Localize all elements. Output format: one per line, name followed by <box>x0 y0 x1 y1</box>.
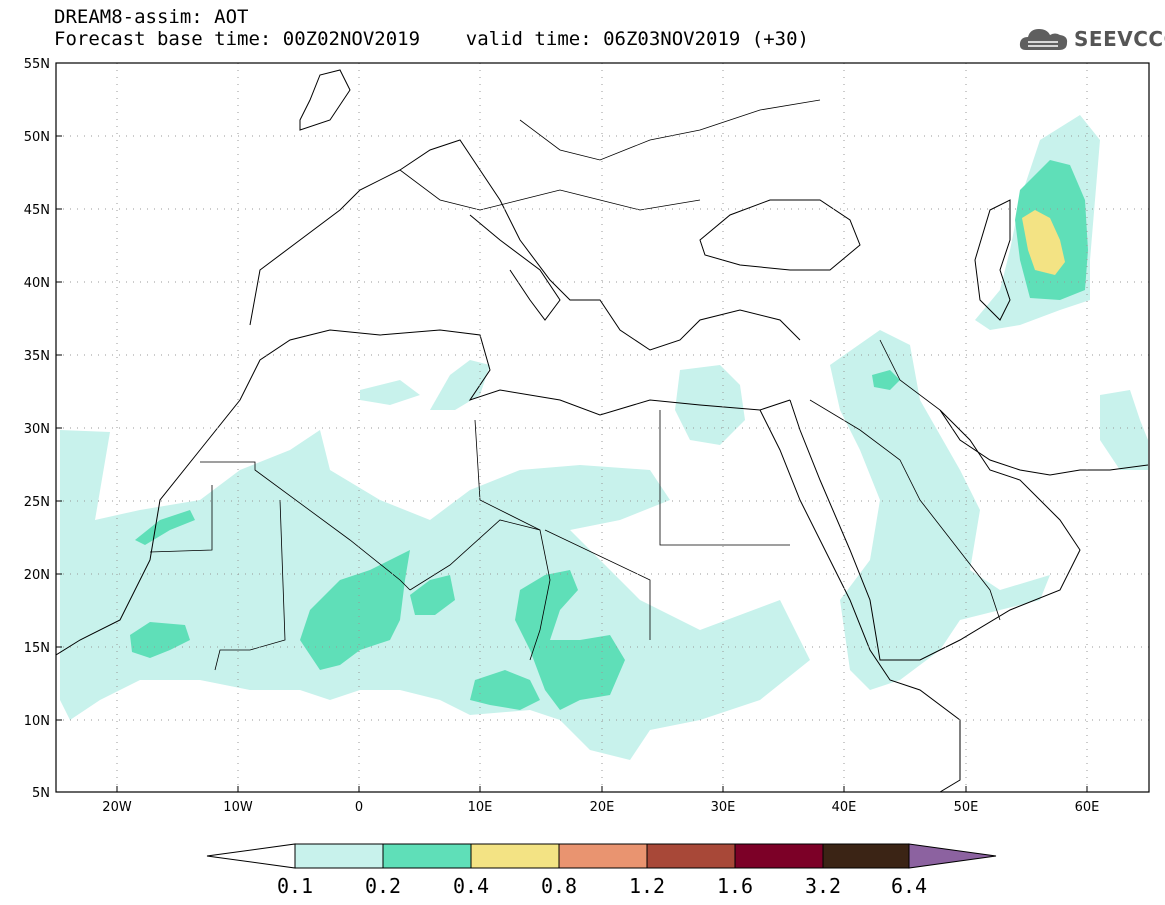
aot-field-egypt <box>675 365 745 445</box>
logo-text: SEEVCCC <box>1074 27 1165 51</box>
aot-field-iraq <box>872 370 900 390</box>
lon-label: 20W <box>102 800 132 815</box>
colorbar-label: 1.2 <box>629 874 665 898</box>
lat-labels: 55N 50N 45N 40N 35N 30N 25N 20N 15N 10N … <box>24 57 50 801</box>
aot-field-nigeria <box>470 670 540 710</box>
map-header: DREAM8-assim: AOT Forecast base time: 00… <box>54 6 809 50</box>
colorbar-swatch <box>646 843 736 869</box>
coastline-africa <box>56 329 791 656</box>
aot-field-tunisia <box>430 360 490 410</box>
lon-label: 0 <box>355 800 363 815</box>
lon-label: 10E <box>468 800 493 815</box>
border-chad-sudan <box>544 529 651 640</box>
coastline-persian-gulf <box>939 409 1149 476</box>
lon-label: 50E <box>954 800 979 815</box>
lat-label: 30N <box>24 422 50 437</box>
colorbar-swatch <box>822 843 910 869</box>
aot-field-western-sahara <box>135 510 195 545</box>
aot-field-senegal <box>130 622 190 658</box>
lon-label: 40E <box>832 800 857 815</box>
colorbar-label: 0.1 <box>277 874 313 898</box>
colorbar <box>206 843 997 869</box>
lat-label: 15N <box>24 641 50 656</box>
aot-field-niger-east <box>410 575 455 615</box>
colorbar-swatch <box>294 843 384 869</box>
lon-label: 10W <box>223 800 253 815</box>
colorbar-label: 0.4 <box>453 874 489 898</box>
aot-field-arabia <box>830 330 1050 690</box>
colorbar-label: 3.2 <box>805 874 841 898</box>
seevccc-logo: SEEVCCC <box>1018 22 1165 56</box>
border-europe-2 <box>519 99 821 161</box>
lat-label: 20N <box>24 568 50 583</box>
colorbar-label: 6.4 <box>891 874 927 898</box>
coastline-italy <box>469 214 561 321</box>
border-saudi <box>809 399 1001 621</box>
lon-label: 30E <box>711 800 736 815</box>
lat-label: 35N <box>24 349 50 364</box>
border-sahara-1 <box>200 461 411 591</box>
colorbar-label: 0.8 <box>541 874 577 898</box>
coastline-britain <box>299 69 351 131</box>
border-egypt-sudan <box>659 410 790 546</box>
aot-field-mali-niger <box>300 550 410 670</box>
aot-field-ustyurt <box>1022 210 1065 275</box>
axis-ticks <box>56 62 1088 793</box>
lat-label: 40N <box>24 276 50 291</box>
colorbar-labels: 0.1 0.2 0.4 0.8 1.2 1.6 3.2 6.4 <box>277 874 927 898</box>
lat-label: 55N <box>24 57 50 72</box>
lat-label: 10N <box>24 714 50 729</box>
map-subtitle: Forecast base time: 00Z02NOV2019 valid t… <box>54 28 809 50</box>
colorbar-swatch <box>470 843 560 869</box>
colorbar-high-triangle <box>908 843 997 869</box>
lon-label: 20E <box>590 800 615 815</box>
border-mali <box>214 499 286 671</box>
border-sahara-2 <box>149 485 213 553</box>
lat-label: 45N <box>24 203 50 218</box>
coastline-caspian <box>974 199 1011 321</box>
aot-field-iran <box>1100 390 1148 470</box>
aot-field-algeria <box>360 380 420 405</box>
coastline-europe <box>249 139 801 351</box>
cloud-icon <box>1019 29 1068 50</box>
border-iraq-iran <box>879 339 941 411</box>
coastlines <box>56 69 1149 792</box>
borders <box>149 99 1001 671</box>
border-europe-1 <box>399 169 701 211</box>
lon-labels: 20W 10W 0 10E 20E 30E 40E 50E 60E <box>102 800 1099 815</box>
coastline-black-sea <box>699 199 861 271</box>
coastline-arabia <box>789 399 1081 661</box>
coastline-red-sea-west <box>759 409 961 792</box>
colorbar-swatch <box>382 843 472 869</box>
lat-label: 5N <box>32 786 50 801</box>
lat-label: 50N <box>24 130 50 145</box>
lat-label: 25N <box>24 495 50 510</box>
aot-fields <box>60 115 1148 760</box>
colorbar-label: 1.6 <box>717 874 753 898</box>
colorbar-low-triangle <box>206 843 296 869</box>
colorbar-swatch <box>558 843 648 869</box>
border-libya <box>474 419 541 531</box>
lon-label: 60E <box>1075 800 1100 815</box>
aot-field-chad <box>515 570 625 710</box>
colorbar-label: 0.2 <box>365 874 401 898</box>
colorbar-swatch <box>734 843 824 869</box>
gridlines <box>56 63 1149 792</box>
map-title: DREAM8-assim: AOT <box>54 6 249 28</box>
